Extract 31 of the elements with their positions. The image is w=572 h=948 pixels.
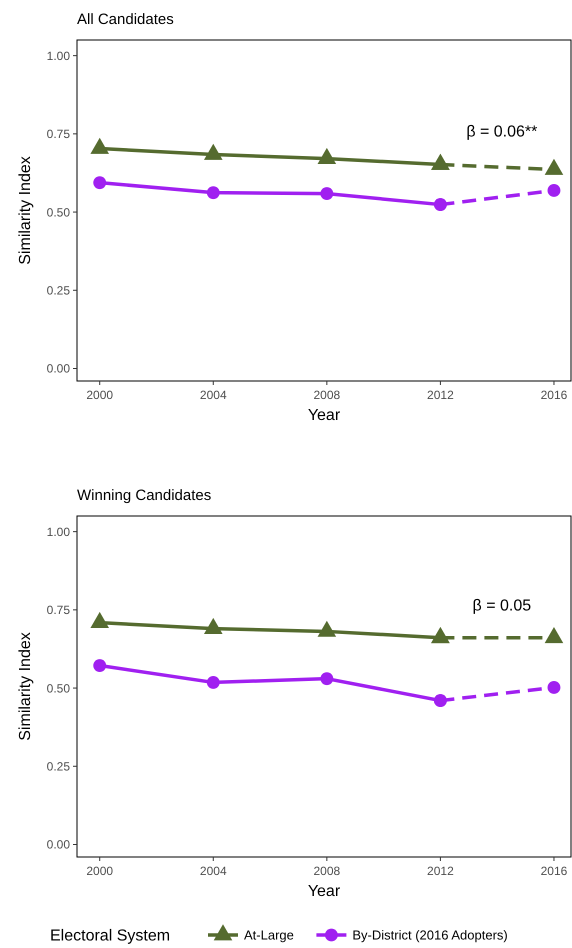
legend-title: Electoral System bbox=[50, 928, 170, 945]
chart-title: All Candidates bbox=[77, 11, 174, 28]
y-tick-label: 0.00 bbox=[46, 362, 70, 376]
y-axis-title: Similarity Index bbox=[17, 632, 34, 741]
x-tick-label: 2000 bbox=[86, 388, 114, 402]
y-tick-label: 0.75 bbox=[46, 603, 70, 618]
x-tick-label: 2004 bbox=[200, 388, 227, 402]
x-tick-label: 2016 bbox=[540, 864, 568, 878]
x-tick-label: 2004 bbox=[200, 864, 227, 878]
x-tick-label: 2000 bbox=[86, 864, 114, 878]
y-tick-label: 0.00 bbox=[46, 838, 70, 852]
y-tick-label: 0.50 bbox=[46, 681, 70, 696]
x-axis-title: Year bbox=[308, 407, 341, 424]
x-tick-label: 2008 bbox=[313, 864, 341, 878]
x-tick-label: 2012 bbox=[427, 388, 454, 402]
y-tick-label: 0.25 bbox=[46, 283, 70, 298]
y-tick-label: 1.00 bbox=[46, 524, 70, 539]
annotation: β = 0.05 bbox=[472, 598, 532, 615]
y-tick-label: 0.75 bbox=[46, 127, 70, 142]
x-tick-label: 2012 bbox=[427, 864, 454, 878]
legend-label: At-Large bbox=[244, 928, 294, 943]
chart-title: Winning Candidates bbox=[77, 487, 212, 504]
y-tick-label: 0.25 bbox=[46, 759, 70, 774]
x-tick-label: 2016 bbox=[540, 388, 568, 402]
y-tick-label: 1.00 bbox=[46, 48, 70, 63]
y-tick-label: 0.50 bbox=[46, 205, 70, 220]
x-tick-label: 2008 bbox=[313, 388, 341, 402]
y-axis-title: Similarity Index bbox=[17, 156, 34, 265]
legend-label: By-District (2016 Adopters) bbox=[352, 928, 508, 943]
annotation: β = 0.06** bbox=[466, 124, 538, 141]
x-axis-title: Year bbox=[308, 883, 341, 900]
